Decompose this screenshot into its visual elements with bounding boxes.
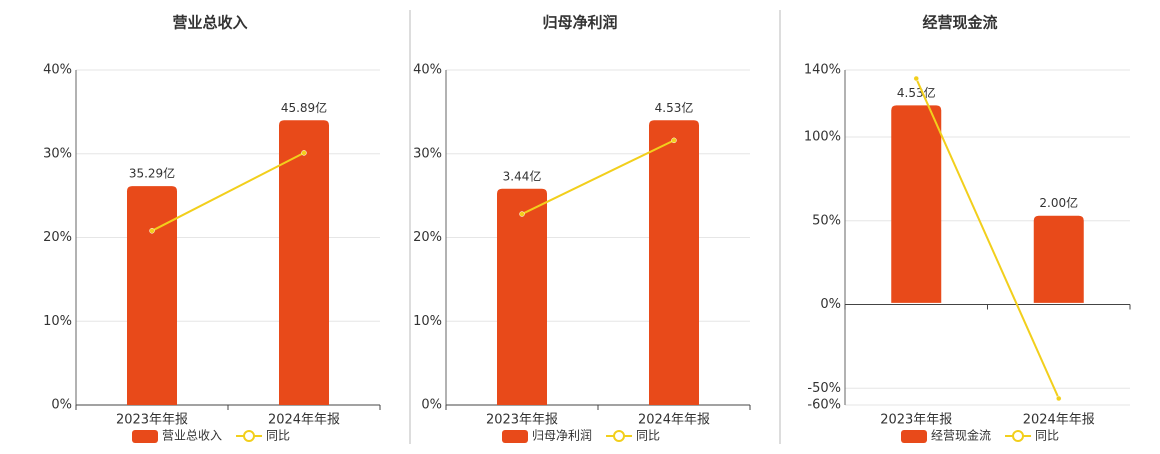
- legend-label: 同比: [636, 429, 660, 443]
- data-label: 4.53亿: [655, 100, 694, 115]
- chart-title: 经营现金流: [922, 14, 997, 32]
- legend-label: 经营现金流: [931, 428, 991, 443]
- y-tick-label: 20%: [413, 230, 442, 245]
- y-tick-label: -60%: [807, 398, 841, 413]
- legend-label: 归母净利润: [532, 429, 592, 443]
- legend-swatch: [1012, 430, 1025, 442]
- chart-title: 营业总收入: [172, 14, 247, 32]
- x-tick-label: 2023年年报: [880, 413, 952, 428]
- legend-label: 营业总收入: [162, 429, 222, 443]
- line-point: [913, 75, 919, 82]
- bar: [891, 105, 942, 303]
- line: [521, 139, 675, 215]
- legend-swatch: [613, 430, 626, 442]
- data-label: 35.29亿: [129, 166, 175, 181]
- bar: [649, 120, 699, 405]
- data-label: 45.89亿: [281, 100, 327, 115]
- y-tick-label: 10%: [413, 314, 442, 329]
- line-point: [671, 137, 677, 144]
- x-tick-label: 2024年年报: [268, 413, 340, 428]
- bar: [1033, 215, 1084, 303]
- line-point: [519, 211, 525, 217]
- legend-swatch: [243, 430, 256, 442]
- line-point: [1056, 395, 1062, 402]
- legend-swatch: [132, 430, 158, 443]
- line-point: [149, 228, 155, 234]
- legend-swatch: [901, 430, 927, 443]
- bar: [279, 120, 329, 405]
- data-label: 2.00亿: [1039, 195, 1078, 210]
- x-tick-label: 2023年年报: [486, 413, 558, 428]
- line: [915, 78, 1060, 399]
- x-tick-label: 2024年年报: [1023, 413, 1095, 428]
- data-label: 4.53亿: [897, 85, 936, 100]
- x-tick-label: 2024年年报: [638, 413, 710, 428]
- y-tick-label: 50%: [812, 213, 841, 228]
- y-tick-label: 30%: [43, 146, 72, 161]
- y-tick-label: 0%: [820, 297, 841, 312]
- y-tick-label: 20%: [43, 230, 72, 245]
- y-tick-label: 10%: [43, 314, 72, 329]
- y-tick-label: 30%: [413, 146, 442, 161]
- x-tick-label: 2023年年报: [116, 413, 188, 428]
- bar: [127, 186, 177, 405]
- y-tick-label: 0%: [421, 398, 442, 413]
- y-tick-label: 140%: [804, 63, 841, 78]
- y-tick-label: 40%: [43, 63, 72, 78]
- line-point: [301, 150, 307, 156]
- chart-title: 归母净利润: [542, 14, 617, 32]
- y-tick-label: 40%: [413, 63, 442, 78]
- bar: [497, 188, 547, 405]
- y-tick-label: 0%: [51, 398, 72, 413]
- legend-label: 同比: [266, 429, 290, 443]
- legend-swatch: [502, 430, 528, 443]
- y-tick-label: 100%: [804, 130, 841, 145]
- line: [151, 152, 305, 232]
- y-tick-label: -50%: [807, 381, 841, 396]
- legend-label: 同比: [1035, 429, 1059, 443]
- data-label: 3.44亿: [503, 168, 542, 183]
